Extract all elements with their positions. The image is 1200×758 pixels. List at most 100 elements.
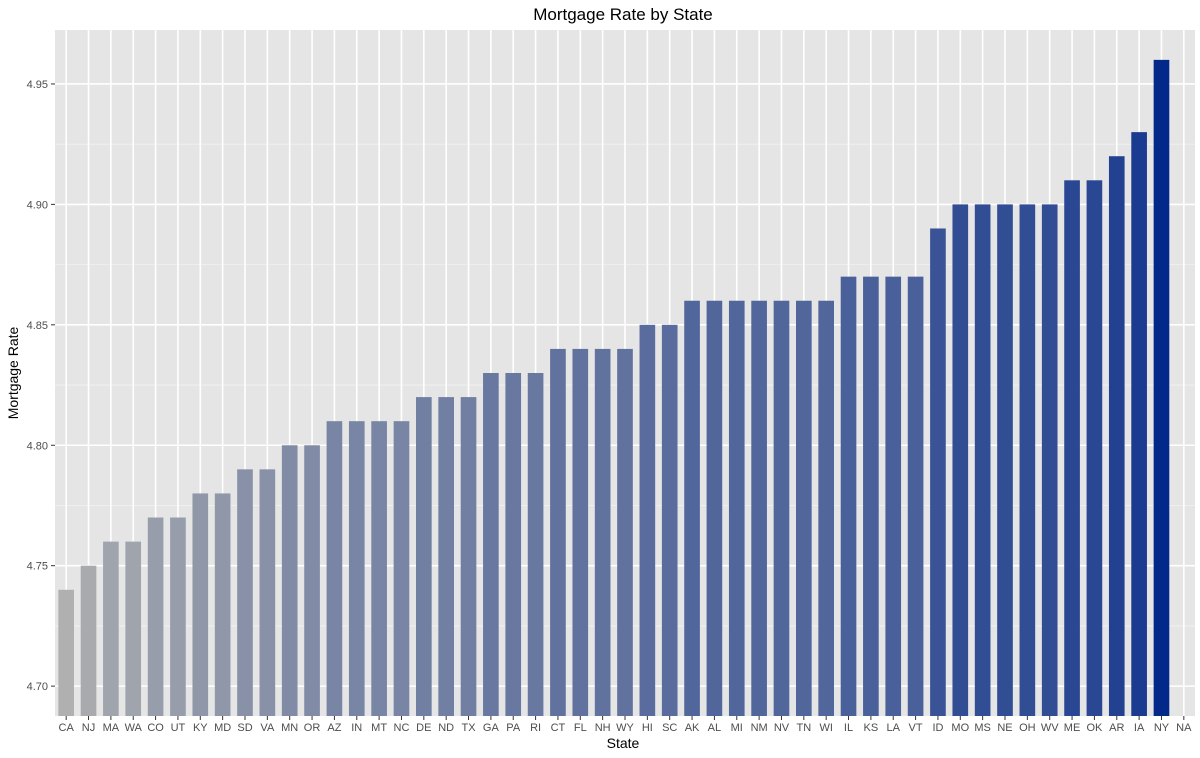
bar-ut [170, 517, 186, 716]
x-tick-label: FL [574, 722, 587, 734]
x-tick-label: MS [974, 722, 991, 734]
x-tick-label: AZ [327, 722, 341, 734]
bar-pa [505, 373, 522, 716]
x-tick-label: WI [819, 722, 832, 734]
bar-co [147, 517, 164, 716]
bar-ok [1086, 180, 1103, 717]
bar-fl [572, 348, 589, 716]
x-tick-label: VT [909, 722, 923, 734]
bar-oh [1019, 204, 1036, 716]
y-tick-label: 4.95 [27, 79, 48, 91]
x-tick-label: KY [193, 722, 208, 734]
bar-wv [1041, 204, 1058, 716]
x-tick-label: RI [530, 722, 541, 734]
bar-il [840, 276, 857, 716]
bar-mt [371, 421, 387, 716]
bar-tx [460, 397, 477, 716]
bar-nv [773, 300, 790, 716]
x-tick-label: NC [394, 722, 410, 734]
x-tick-label: LA [887, 722, 901, 734]
x-tick-label: MN [281, 722, 298, 734]
y-tick-label: 4.80 [27, 440, 48, 452]
bar-ar [1108, 156, 1125, 716]
y-tick-label: 4.75 [27, 561, 48, 573]
chart-title: Mortgage Rate by State [533, 5, 713, 24]
y-tick-label: 4.85 [27, 320, 48, 332]
x-tick-label: IL [844, 722, 853, 734]
bar-me [1064, 180, 1080, 717]
x-tick-label: WA [125, 722, 143, 734]
x-tick-label: NA [1176, 722, 1192, 734]
x-tick-label: CA [59, 722, 75, 734]
x-tick-label: MT [371, 722, 387, 734]
x-tick-label: TX [461, 722, 476, 734]
bar-ak [684, 300, 700, 716]
x-tick-label: NJ [82, 722, 95, 734]
x-tick-label: MO [951, 722, 969, 734]
y-axis-title: Mortgage Rate [5, 326, 21, 419]
bar-mn [281, 445, 298, 716]
x-tick-label: MI [731, 722, 743, 734]
y-tick-label: 4.90 [27, 199, 48, 211]
bar-ga [483, 373, 499, 716]
x-tick-label: OK [1086, 722, 1103, 734]
x-tick-label: CO [147, 722, 164, 734]
y-tick-label: 4.70 [27, 681, 48, 693]
bar-tn [796, 300, 812, 716]
bar-hi [639, 324, 656, 716]
x-tick-label: ID [932, 722, 943, 734]
x-tick-label: NV [774, 722, 790, 734]
bar-ca [58, 589, 74, 716]
x-tick-label: SC [662, 722, 677, 734]
bar-nh [594, 348, 611, 716]
bar-ks [863, 276, 879, 716]
bar-az [326, 421, 343, 716]
x-axis-title: State [607, 735, 640, 751]
x-tick-label: OR [304, 722, 321, 734]
bar-mi [728, 300, 745, 716]
y-axis: 4.70 4.75 4.80 4.85 4.90 4.95 [27, 79, 55, 693]
bar-ri [527, 373, 544, 716]
bar-id [930, 228, 946, 716]
x-tick-label: IA [1134, 722, 1145, 734]
bar-al [706, 300, 723, 716]
bar-md [214, 493, 231, 716]
bar-ia [1131, 132, 1147, 716]
bar-de [416, 397, 432, 716]
bar-nj [80, 565, 97, 716]
bar-ny [1153, 59, 1170, 716]
x-tick-label: PA [506, 722, 521, 734]
x-tick-label: AR [1109, 722, 1124, 734]
x-tick-label: ME [1064, 722, 1081, 734]
x-tick-label: IN [351, 722, 362, 734]
bar-la [885, 276, 902, 716]
bar-nd [438, 397, 454, 716]
x-tick-label: WV [1041, 722, 1059, 734]
bar-ms [974, 204, 991, 716]
x-tick-label: NH [595, 722, 611, 734]
bar-ne [997, 204, 1013, 716]
bar-or [304, 445, 320, 716]
x-tick-label: SD [237, 722, 252, 734]
x-tick-label: CT [551, 722, 566, 734]
bar-ky [192, 493, 209, 716]
x-tick-label: MA [103, 722, 120, 734]
bars [58, 59, 1170, 717]
bar-nc [393, 421, 410, 716]
bar-in [348, 421, 365, 716]
bar-wy [617, 348, 633, 716]
x-tick-label: AL [708, 722, 721, 734]
bar-mo [952, 204, 969, 716]
x-tick-label: ND [438, 722, 454, 734]
bar-wi [818, 300, 834, 716]
bar-ma [103, 541, 119, 716]
bar-vt [907, 276, 924, 716]
x-tick-label: KS [864, 722, 879, 734]
x-axis: CA NJ MA WA CO UT KY MD SD VA MN OR AZ IN MT NC DE ND TX GA… [59, 716, 1192, 734]
x-tick-label: AK [685, 722, 700, 734]
x-tick-label: VA [260, 722, 275, 734]
x-tick-label: TN [796, 722, 811, 734]
bar-sd [237, 469, 253, 716]
bar-va [259, 469, 276, 716]
